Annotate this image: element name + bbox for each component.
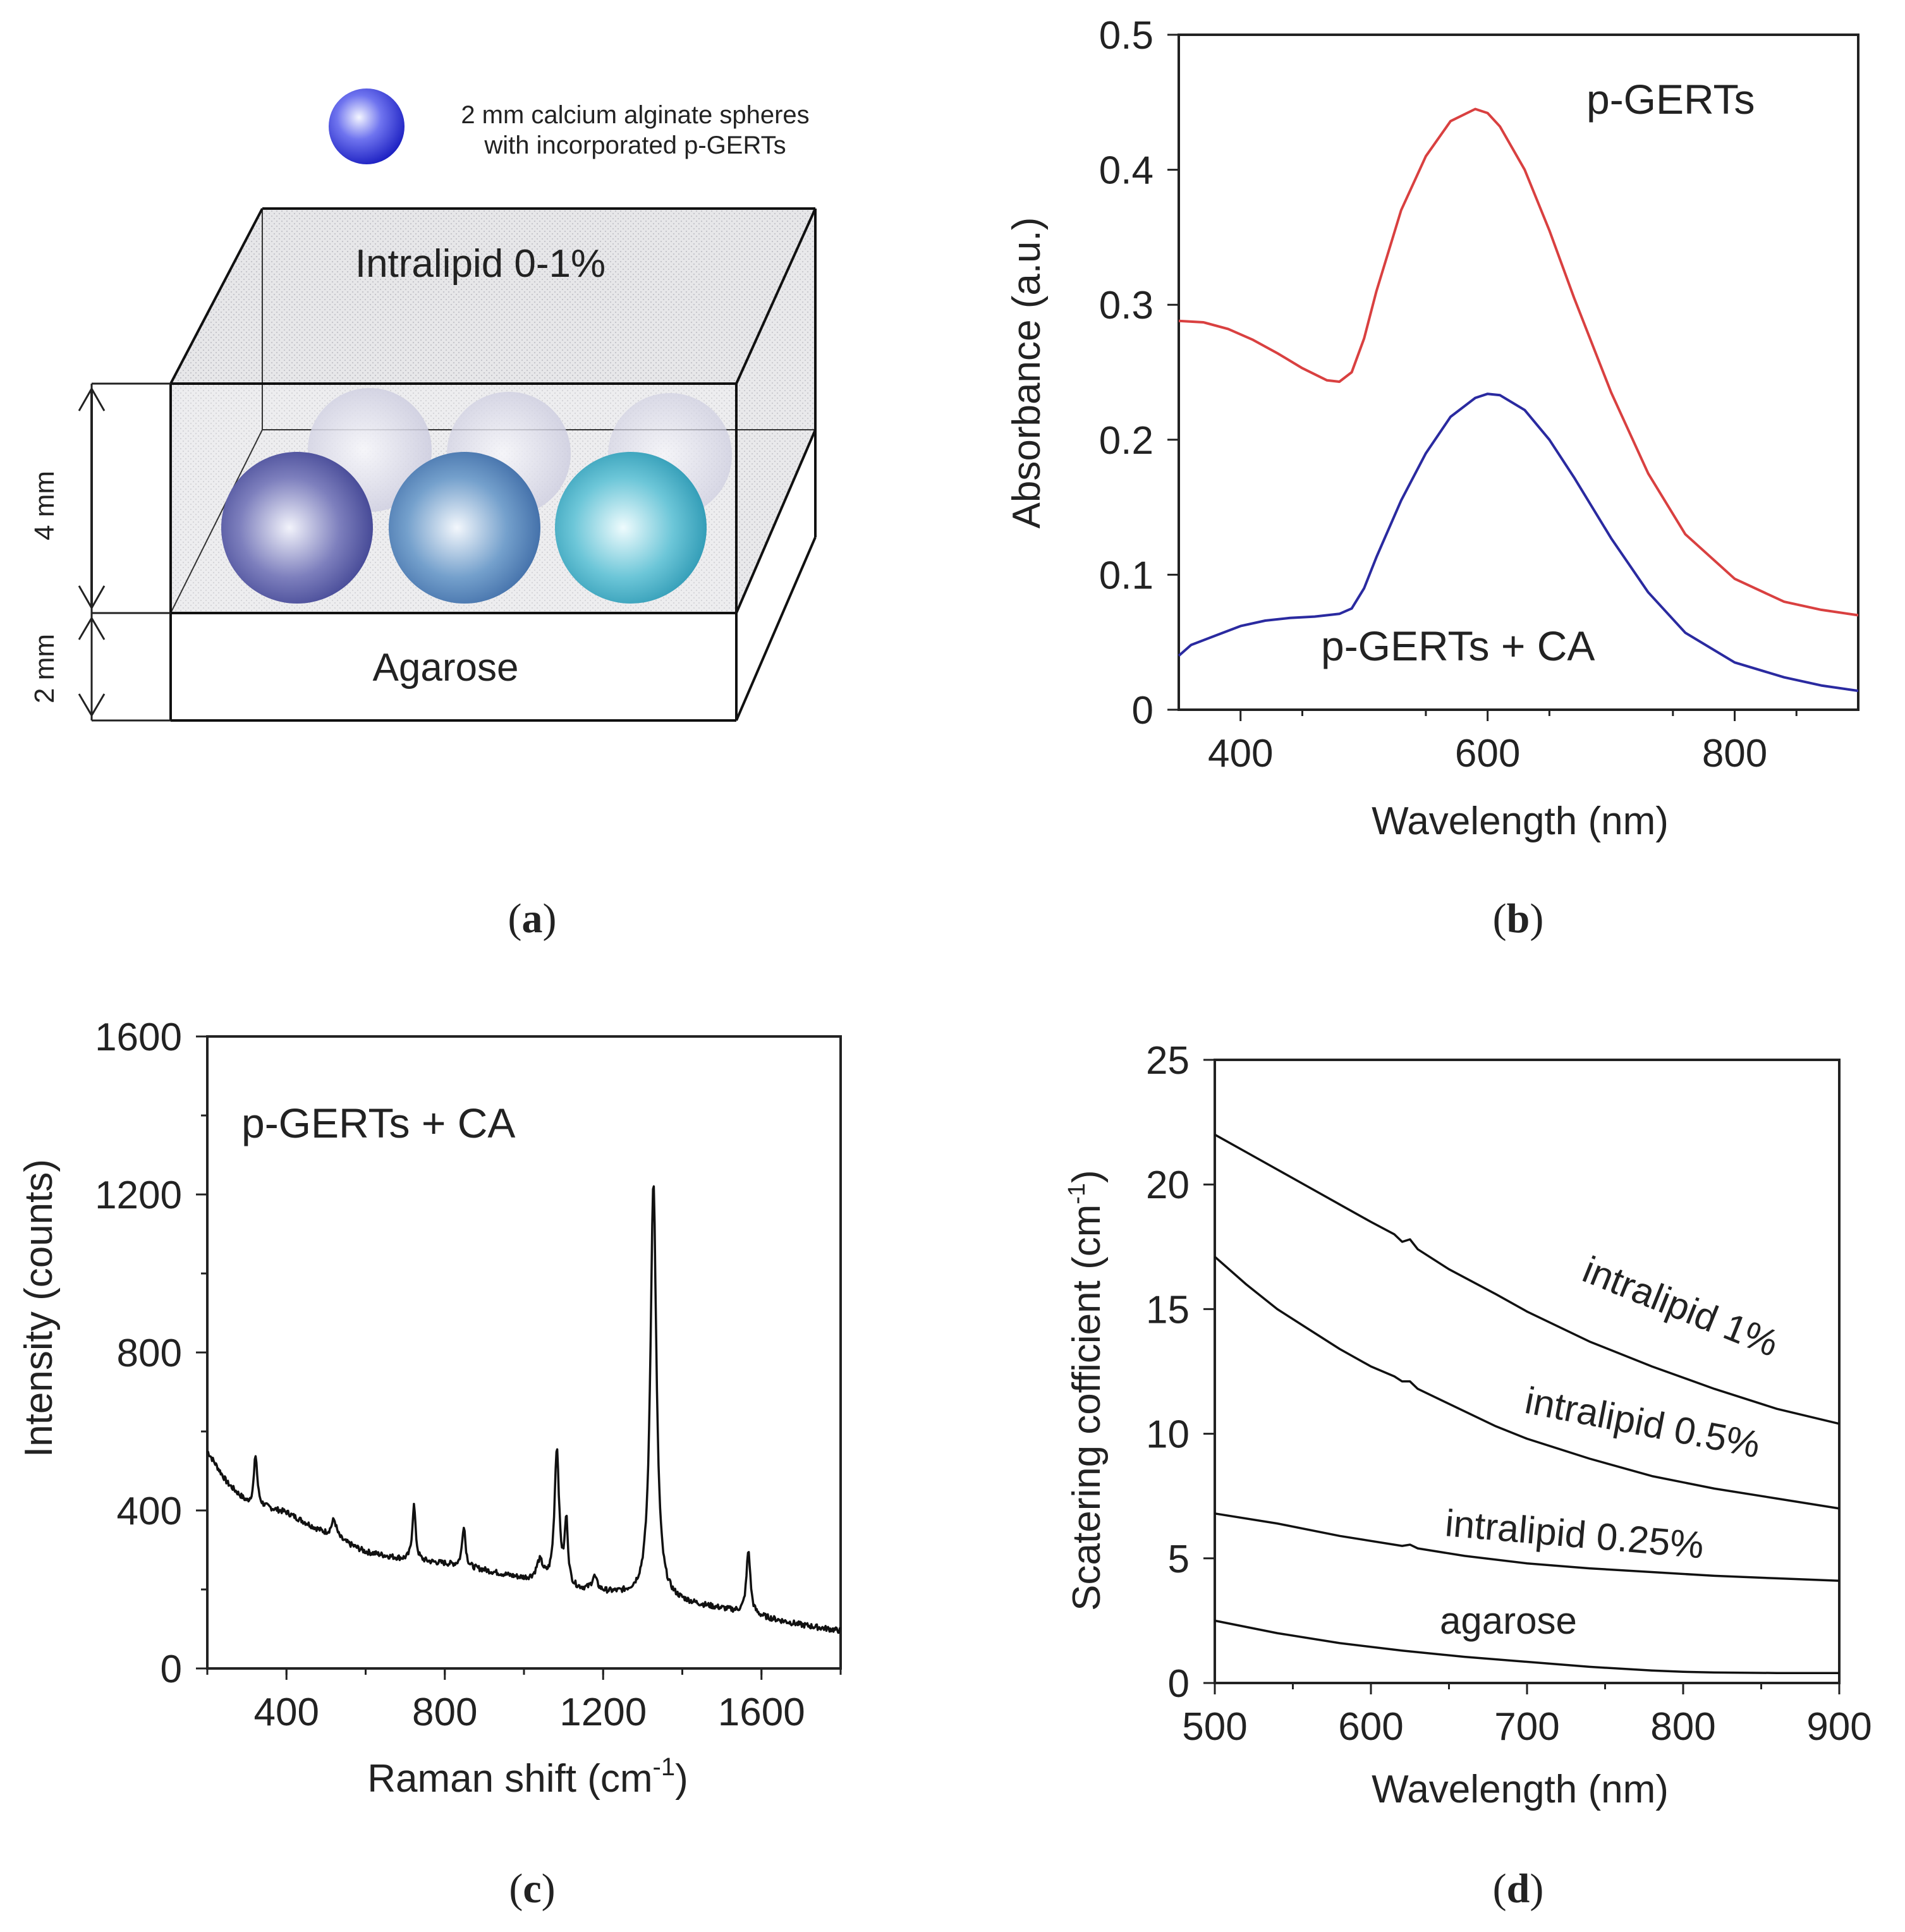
x-tick-label: 1600 bbox=[718, 1691, 805, 1734]
x-tick-label: 800 bbox=[1702, 732, 1767, 775]
y-tick-label: 5 bbox=[1168, 1538, 1190, 1581]
x-tick-label: 600 bbox=[1455, 732, 1520, 775]
chart-c-annotation: p-GERTs + CA bbox=[241, 1100, 515, 1146]
y-tick-label: 0.2 bbox=[1099, 419, 1153, 463]
raman-spectrum-line bbox=[206, 1185, 841, 1634]
series-line-intralipid-05 bbox=[1214, 1256, 1840, 1510]
y-tick-label: 0.3 bbox=[1099, 284, 1153, 327]
caption-b: (b) bbox=[1493, 896, 1544, 942]
x-tick-label: 400 bbox=[1208, 732, 1273, 775]
agarose-side-face bbox=[736, 430, 815, 720]
chart-c-marks: 400 800 1200 1600 0 400 800 1200 1600 bbox=[95, 1016, 842, 1734]
plot-frame bbox=[1178, 33, 1859, 711]
chart-b-annotation-pgerts: p-GERTs bbox=[1586, 76, 1755, 123]
chart-d-ylabel: Scatering cofficient (cm-1) bbox=[1064, 1170, 1109, 1611]
caption-c: (c) bbox=[509, 1866, 555, 1912]
chart-b-xlabel: Wavelength (nm) bbox=[1372, 799, 1669, 843]
panel-b: 400 600 800 0 0.1 0.2 0.3 0.4 0.5 p-GERTs p-GERT… bbox=[1005, 14, 1859, 942]
y-tick-label: 0.4 bbox=[1099, 149, 1153, 193]
y-tick-label: 0.5 bbox=[1099, 14, 1153, 58]
chamber-back-edge-d bbox=[170, 429, 263, 614]
chamber-side-face bbox=[736, 209, 815, 613]
chart-d-label-intralipid-1: intralipid 1% bbox=[1577, 1248, 1784, 1365]
chart-d-label-intralipid-025: intralipid 0.25% bbox=[1444, 1502, 1706, 1567]
chart-c-xlabel: Raman shift (cm-1) bbox=[367, 1753, 688, 1801]
caption-d: (d) bbox=[1493, 1866, 1544, 1912]
agarose-label: Agarose bbox=[373, 646, 519, 690]
chart-d-marks: 500 600 700 800 900 0 5 10 15 20 25 bbox=[1146, 1039, 1872, 1749]
chart-b-annotation-pgerts-ca: p-GERTs + CA bbox=[1321, 623, 1595, 669]
dimension-bracket bbox=[78, 382, 171, 722]
chart-d-label-agarose: agarose bbox=[1440, 1600, 1577, 1642]
x-tick-label: 600 bbox=[1338, 1705, 1403, 1749]
series-line-pgerts bbox=[1178, 107, 1859, 617]
series-line-pgerts-ca bbox=[1178, 392, 1859, 693]
chamber-edges bbox=[169, 207, 817, 722]
x-tick-label: 700 bbox=[1494, 1705, 1559, 1749]
chart-d-xlabel: Wavelength (nm) bbox=[1372, 1768, 1669, 1811]
series-line-intralipid-025 bbox=[1214, 1512, 1840, 1583]
y-tick-label: 1200 bbox=[95, 1174, 182, 1217]
agarose-front-face bbox=[171, 613, 736, 720]
y-tick-label: 400 bbox=[117, 1490, 182, 1533]
x-tick-label: 400 bbox=[254, 1691, 319, 1734]
sphere-front-mid bbox=[389, 452, 540, 604]
panel-a: 2 mm calcium alginate spheres with incor… bbox=[29, 88, 817, 942]
chart-b-ylabel: Absorbance (a.u.) bbox=[1005, 217, 1049, 529]
x-tick-label: 900 bbox=[1806, 1705, 1872, 1749]
intralipid-label: Intralipid 0-1% bbox=[355, 242, 606, 286]
x-tick-label: 500 bbox=[1182, 1705, 1247, 1749]
x-tick-label: 1200 bbox=[559, 1691, 647, 1734]
legend-text-line2: with incorporated p-GERTs bbox=[484, 131, 786, 159]
y-tick-label: 15 bbox=[1146, 1288, 1190, 1332]
y-tick-label: 20 bbox=[1146, 1163, 1190, 1207]
x-tick-label: 800 bbox=[1650, 1705, 1715, 1749]
y-tick-label: 0.1 bbox=[1099, 554, 1153, 597]
chamber-top-face bbox=[171, 209, 815, 384]
legend-text-line1: 2 mm calcium alginate spheres bbox=[461, 101, 809, 129]
series-line-agarose bbox=[1214, 1619, 1839, 1674]
y-tick-label: 0 bbox=[1132, 689, 1153, 732]
y-tick-label: 25 bbox=[1146, 1039, 1190, 1083]
series-line-intralipid-1 bbox=[1214, 1133, 1840, 1425]
sphere-front-dark bbox=[221, 452, 373, 604]
legend-sphere-icon bbox=[329, 88, 405, 164]
plot-frame bbox=[1214, 1059, 1841, 1684]
dimension-2mm: 2 mm bbox=[29, 634, 60, 703]
caption-a: (a) bbox=[508, 896, 557, 942]
x-tick-label: 800 bbox=[412, 1691, 477, 1734]
chart-b-marks: 400 600 800 0 0.1 0.2 0.3 0.4 0.5 bbox=[1099, 14, 1859, 775]
sphere-front-teal bbox=[555, 452, 707, 604]
y-tick-label: 0 bbox=[161, 1648, 182, 1691]
y-tick-label: 1600 bbox=[95, 1016, 182, 1059]
y-tick-label: 10 bbox=[1146, 1413, 1190, 1457]
panel-c: 400 800 1200 1600 0 400 800 1200 1600 p-GERTs + … bbox=[17, 1016, 842, 1912]
y-tick-label: 800 bbox=[117, 1332, 182, 1375]
dimension-4mm: 4 mm bbox=[29, 471, 60, 540]
chart-c-ylabel: Intensity (counts) bbox=[17, 1159, 61, 1457]
y-tick-label: 0 bbox=[1168, 1662, 1190, 1706]
